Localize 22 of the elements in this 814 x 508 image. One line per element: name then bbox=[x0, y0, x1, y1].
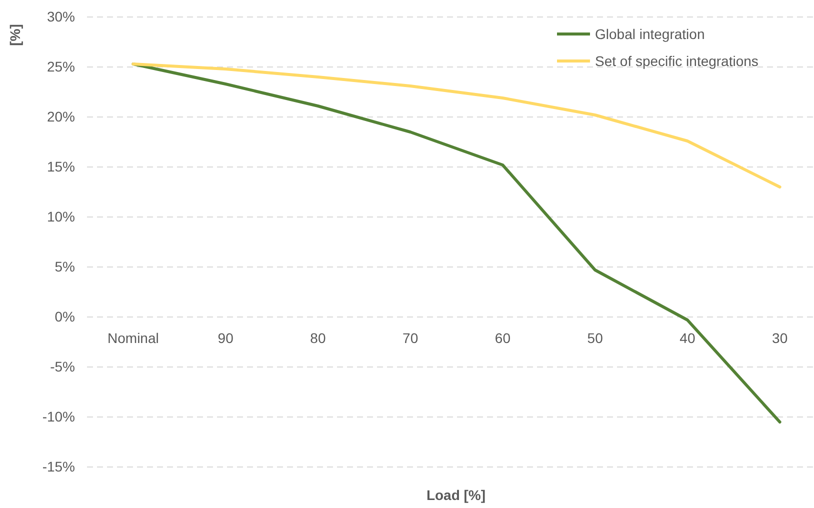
y-tick-label: -10% bbox=[42, 408, 75, 424]
x-tick-label: 90 bbox=[218, 330, 234, 346]
legend-label: Set of specific integrations bbox=[595, 53, 758, 69]
y-tick-label: 10% bbox=[46, 208, 75, 224]
x-tick-label: 50 bbox=[587, 330, 604, 346]
x-tick-label: 30 bbox=[772, 330, 788, 346]
y-tick-label: 20% bbox=[46, 108, 75, 124]
y-tick-label: -5% bbox=[50, 358, 75, 374]
y-tick-label: 0% bbox=[54, 308, 75, 324]
x-axis-title: Load [%] bbox=[426, 487, 486, 503]
y-axis-title: [%] bbox=[7, 24, 23, 46]
y-tick-label: 30% bbox=[46, 8, 75, 24]
y-tick-label: 5% bbox=[54, 258, 75, 274]
x-tick-label: Nominal bbox=[108, 330, 159, 346]
y-tick-label: 25% bbox=[46, 58, 75, 74]
y-tick-label: -15% bbox=[42, 458, 75, 474]
legend-label: Global integration bbox=[595, 26, 705, 42]
x-tick-label: 70 bbox=[402, 330, 418, 346]
x-tick-label: 80 bbox=[310, 330, 326, 346]
y-tick-label: 15% bbox=[46, 158, 75, 174]
x-tick-label: 60 bbox=[494, 330, 511, 346]
x-tick-label: 40 bbox=[680, 330, 696, 346]
